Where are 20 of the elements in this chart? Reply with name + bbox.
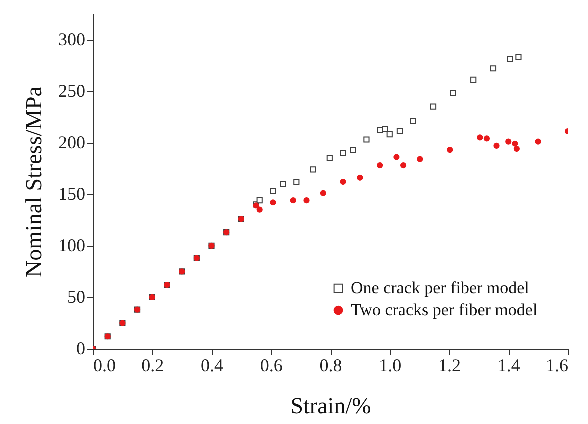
y-tick-label: 250 <box>58 80 86 101</box>
legend-label: Two cracks per fiber model <box>351 300 538 320</box>
y-tick-label: 0 <box>76 338 86 358</box>
x-tick-label: 0.0 <box>94 356 116 376</box>
x-tick-label: 1.0 <box>379 356 402 376</box>
x-tick-label: 1.6 <box>546 356 568 376</box>
y-axis-title: Nominal Stress/MPa <box>22 86 46 278</box>
x-tick-label: 1.4 <box>498 356 520 376</box>
y-tick-label: 300 <box>58 29 86 50</box>
x-tick-label: 0.6 <box>260 356 283 376</box>
x-tick-label: 1.2 <box>438 356 461 376</box>
y-tick-label: 150 <box>58 184 86 204</box>
y-tick-label: 50 <box>68 286 86 307</box>
y-tick-label: 100 <box>58 235 86 256</box>
legend-label: One crack per fiber model <box>351 278 530 298</box>
x-tick-label: 0.8 <box>320 356 342 376</box>
x-axis-title: Strain/% <box>290 394 372 418</box>
x-tick-label: 0.2 <box>142 356 164 376</box>
x-tick-label: 0.4 <box>201 356 224 376</box>
y-tick-label: 200 <box>58 132 86 152</box>
